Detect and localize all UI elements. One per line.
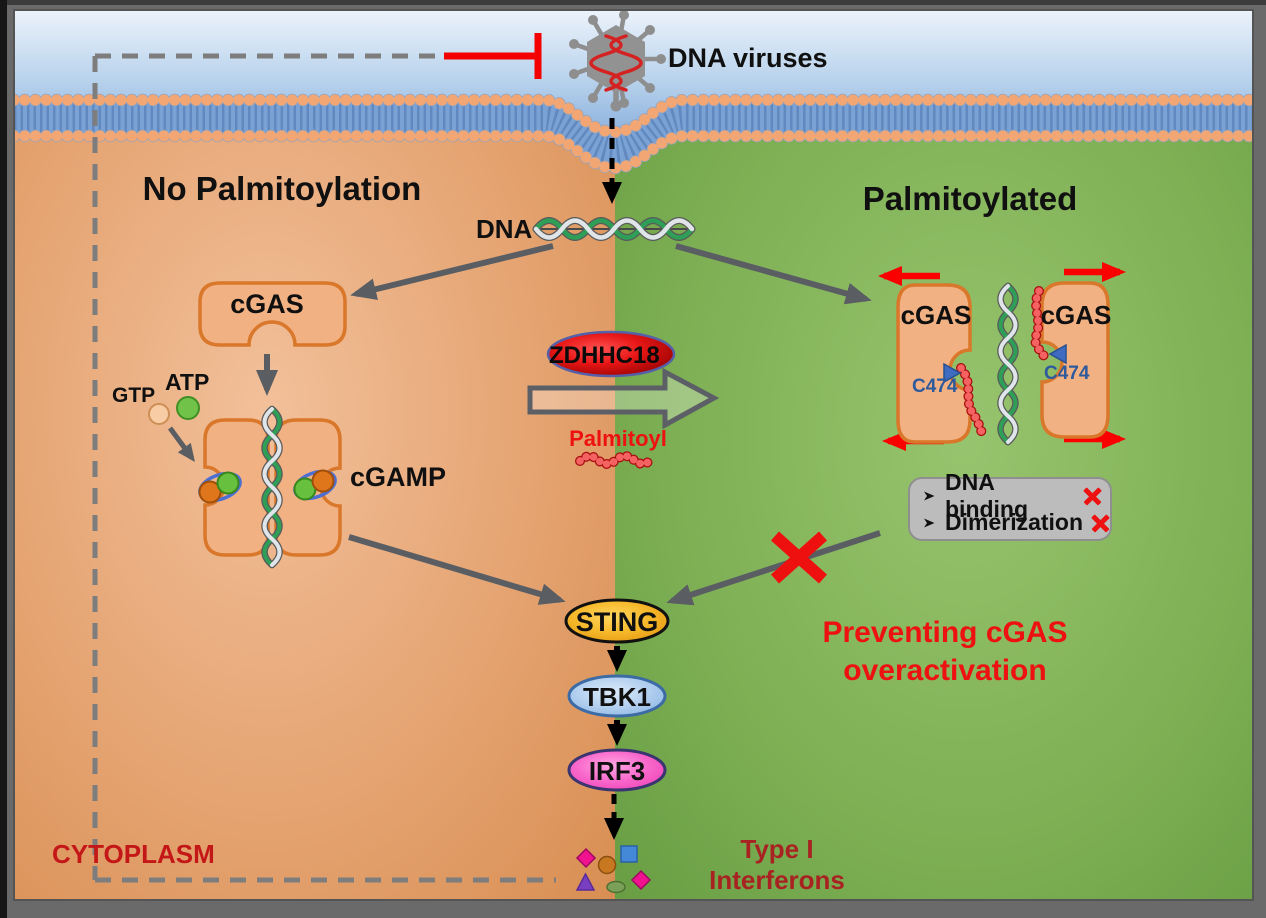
palmitoyl-label: Palmitoyl (569, 426, 667, 451)
lipid-heads-outer (14, 94, 1253, 138)
unbound-dna-helix (997, 282, 1019, 446)
plasma-membrane (14, 93, 1253, 175)
frame-left-edge (0, 0, 7, 918)
c474-pointer-left-icon (943, 362, 962, 384)
right-cytoplasm-region (615, 10, 1253, 900)
arrow-dna-to-cgas-right (675, 243, 872, 305)
effect-row-dna-binding: DNA binding (922, 469, 1102, 522)
atp-molecule-icon (176, 396, 200, 420)
cgas-palmitoylated-right-label: cGAS (1040, 300, 1112, 330)
square-molecule-icon (620, 845, 638, 863)
dna-viruses-label: DNA viruses (668, 43, 828, 73)
atp-label: ATP (165, 369, 210, 395)
diamond-molecule-icon (575, 847, 597, 869)
sting-label: STING (575, 607, 659, 637)
cgamp-label: cGAMP (350, 462, 447, 492)
preventing-caption-line1: Preventing cGAS (822, 616, 1068, 649)
conversion-arrow (527, 367, 720, 430)
cgas-palmitoylated-left-shape (896, 283, 972, 444)
frame-top-edge (0, 0, 1266, 5)
arrow-bullet-icon (922, 516, 936, 530)
arrow-dna-to-cgas-left (350, 243, 554, 300)
effects-box: DNA binding Dimerization (908, 469, 1112, 541)
palmitoyl-chain-icon (575, 451, 657, 469)
type-i-line2: Interferons (709, 865, 845, 895)
red-cross-icon (1083, 486, 1102, 505)
irf3-label: IRF3 (588, 756, 646, 786)
cgas-monomer-shape (198, 281, 347, 347)
type-i-line1: Type I (740, 834, 814, 864)
gtp-label: GTP (112, 384, 156, 407)
preventing-caption-line2: overactivation (843, 654, 1047, 687)
viral-dna-icon (589, 34, 643, 92)
cgas-palmitoylated-left-label: cGAS (900, 300, 972, 330)
arrow-bullet-icon (922, 489, 936, 503)
circle-molecule-icon (597, 855, 617, 875)
c474-pointer-right-icon (1048, 343, 1067, 365)
diamond-molecule-icon (630, 869, 652, 891)
left-region-title: No Palmitoylation (142, 170, 422, 207)
tbk1-label: TBK1 (583, 682, 651, 712)
oval-molecule-icon (606, 880, 626, 894)
effect-text: Dimerization (945, 509, 1084, 535)
arrow-box-to-sting (666, 530, 881, 606)
effect-text: DNA binding (945, 468, 1029, 522)
cgamp-molecule-right (293, 469, 337, 501)
arrow-dimer-to-sting (348, 534, 566, 605)
sting-shape (564, 598, 670, 644)
palmitoyl-chain-on-cgas-left (956, 363, 988, 443)
tbk1-shape (567, 674, 667, 718)
effect-row-dimerization: Dimerization (922, 509, 1102, 536)
red-cross-icon (1091, 513, 1110, 532)
cytosolic-dna-helix (532, 217, 696, 241)
c474-site-left-label: C474 (912, 376, 958, 397)
cgas-dimer-complex (198, 405, 342, 569)
dimer-dna-helix (261, 405, 283, 569)
virus-icon (569, 10, 666, 112)
cgamp-molecule-left (198, 471, 242, 504)
cytoplasm-label: CYTOPLASM (52, 839, 215, 869)
lipid-tails (14, 103, 1253, 166)
dna-label: DNA (476, 214, 533, 244)
red-cross-icon (770, 531, 828, 584)
zdhhc18-label: ZDHHC18 (549, 342, 660, 369)
figure-border (13, 9, 1254, 901)
irf3-shape (567, 748, 667, 792)
arrow-gtp-atp-to-dimer (167, 426, 195, 463)
triangle-molecule-icon (575, 872, 596, 891)
interferon-molecule-icons (575, 845, 652, 894)
right-region-title: Palmitoylated (862, 180, 1078, 217)
gtp-molecule-icon (148, 403, 170, 425)
palmitoyl-chain-on-cgas-right (1030, 286, 1049, 361)
feedback-loop-dashed-line (92, 53, 556, 883)
cgas-monomer-label: cGAS (230, 289, 304, 319)
preventing-caption: Preventing cGAS overactivation (795, 614, 1095, 690)
zdhhc18-enzyme-shape (546, 330, 676, 378)
inhibition-t-bar-icon (444, 33, 542, 79)
type-i-interferons-label: Type I Interferons (677, 834, 877, 896)
c474-site-right-label: C474 (1044, 363, 1090, 384)
